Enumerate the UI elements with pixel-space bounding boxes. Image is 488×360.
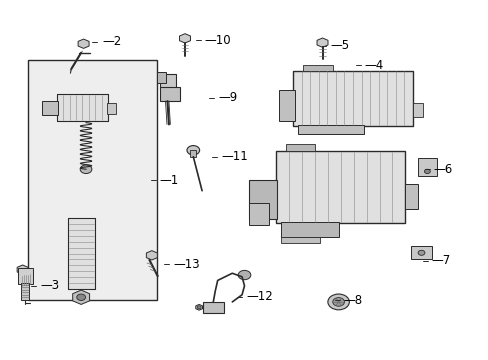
Circle shape	[417, 250, 424, 255]
Bar	[160, 74, 175, 89]
Text: —1: —1	[159, 174, 179, 186]
Bar	[157, 72, 165, 83]
Bar	[249, 203, 268, 225]
Bar	[57, 94, 108, 121]
Text: —4: —4	[364, 59, 383, 72]
Bar	[20, 283, 29, 300]
Circle shape	[424, 169, 429, 174]
Bar	[57, 94, 108, 121]
Polygon shape	[146, 251, 157, 260]
Circle shape	[327, 294, 348, 310]
Bar	[417, 158, 436, 176]
Text: —3: —3	[41, 279, 60, 292]
Bar	[18, 268, 33, 284]
Text: —5: —5	[330, 39, 349, 52]
Text: —11: —11	[221, 150, 247, 163]
Polygon shape	[17, 265, 28, 274]
Text: —7: —7	[431, 254, 450, 267]
Bar	[293, 71, 412, 126]
Text: —9: —9	[218, 91, 237, 104]
Circle shape	[197, 306, 201, 309]
Text: —12: —12	[245, 290, 272, 303]
Bar	[27, 60, 157, 300]
Bar	[285, 144, 315, 151]
Bar	[276, 151, 405, 223]
Bar	[107, 103, 116, 114]
Polygon shape	[179, 34, 190, 43]
Circle shape	[80, 165, 92, 174]
Bar	[298, 126, 363, 134]
Circle shape	[238, 270, 250, 280]
Bar	[281, 237, 319, 243]
Bar	[276, 151, 405, 223]
Bar	[160, 87, 179, 101]
Bar	[42, 101, 58, 116]
Bar	[412, 103, 423, 117]
Circle shape	[77, 294, 85, 301]
Bar	[190, 149, 196, 157]
Text: —8: —8	[343, 294, 362, 307]
Bar	[278, 90, 294, 121]
Bar	[68, 218, 94, 289]
Circle shape	[332, 298, 344, 306]
Polygon shape	[73, 290, 89, 305]
Bar	[410, 246, 431, 259]
Bar	[249, 180, 277, 220]
Polygon shape	[78, 39, 89, 48]
Bar	[293, 71, 412, 126]
Bar	[68, 218, 94, 289]
Polygon shape	[316, 38, 327, 47]
Bar	[405, 184, 417, 209]
Text: —10: —10	[204, 33, 231, 47]
Text: —13: —13	[173, 258, 200, 271]
Bar	[303, 65, 332, 71]
Text: —2: —2	[102, 35, 121, 49]
Bar	[281, 222, 339, 237]
Text: —6: —6	[433, 163, 452, 176]
Bar	[203, 302, 223, 313]
Circle shape	[186, 145, 199, 155]
Polygon shape	[195, 305, 202, 310]
